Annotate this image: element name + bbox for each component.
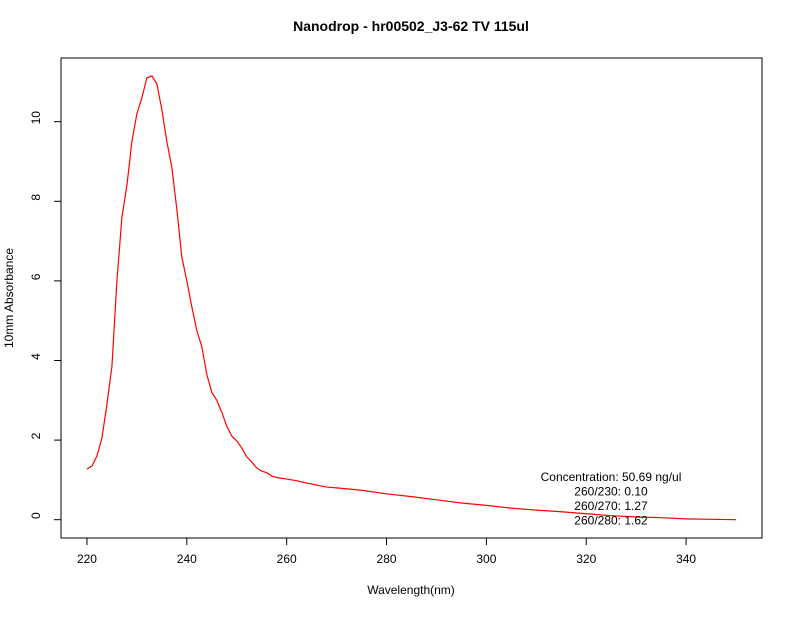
x-tick-label: 260	[277, 552, 297, 566]
data-line	[86, 75, 737, 521]
y-tick-label: 6	[29, 273, 43, 280]
x-tick-label: 340	[676, 552, 696, 566]
y-axis-label: 10mm Absorbance	[2, 248, 16, 348]
y-tick-label: 2	[29, 432, 43, 439]
y-tick-label: 0	[29, 512, 43, 519]
annotation: Concentration: 50.69 ng/ul	[541, 470, 682, 484]
annotation: 260/280: 1.62	[574, 514, 648, 528]
x-tick-label: 300	[476, 552, 496, 566]
chart-title: Nanodrop - hr00502_J3-62 TV 115ul	[293, 18, 529, 34]
y-tick-label: 10	[29, 111, 43, 125]
y-tick-label: 4	[29, 353, 43, 360]
y-tick-label: 8	[29, 194, 43, 201]
x-tick-label: 280	[377, 552, 397, 566]
x-axis-label: Wavelength(nm)	[367, 583, 455, 597]
x-tick-label: 220	[77, 552, 97, 566]
annotation: 260/270: 1.27	[574, 499, 648, 513]
x-tick-label: 320	[576, 552, 596, 566]
annotation: 260/230: 0.10	[574, 485, 648, 499]
x-tick-label: 240	[177, 552, 197, 566]
